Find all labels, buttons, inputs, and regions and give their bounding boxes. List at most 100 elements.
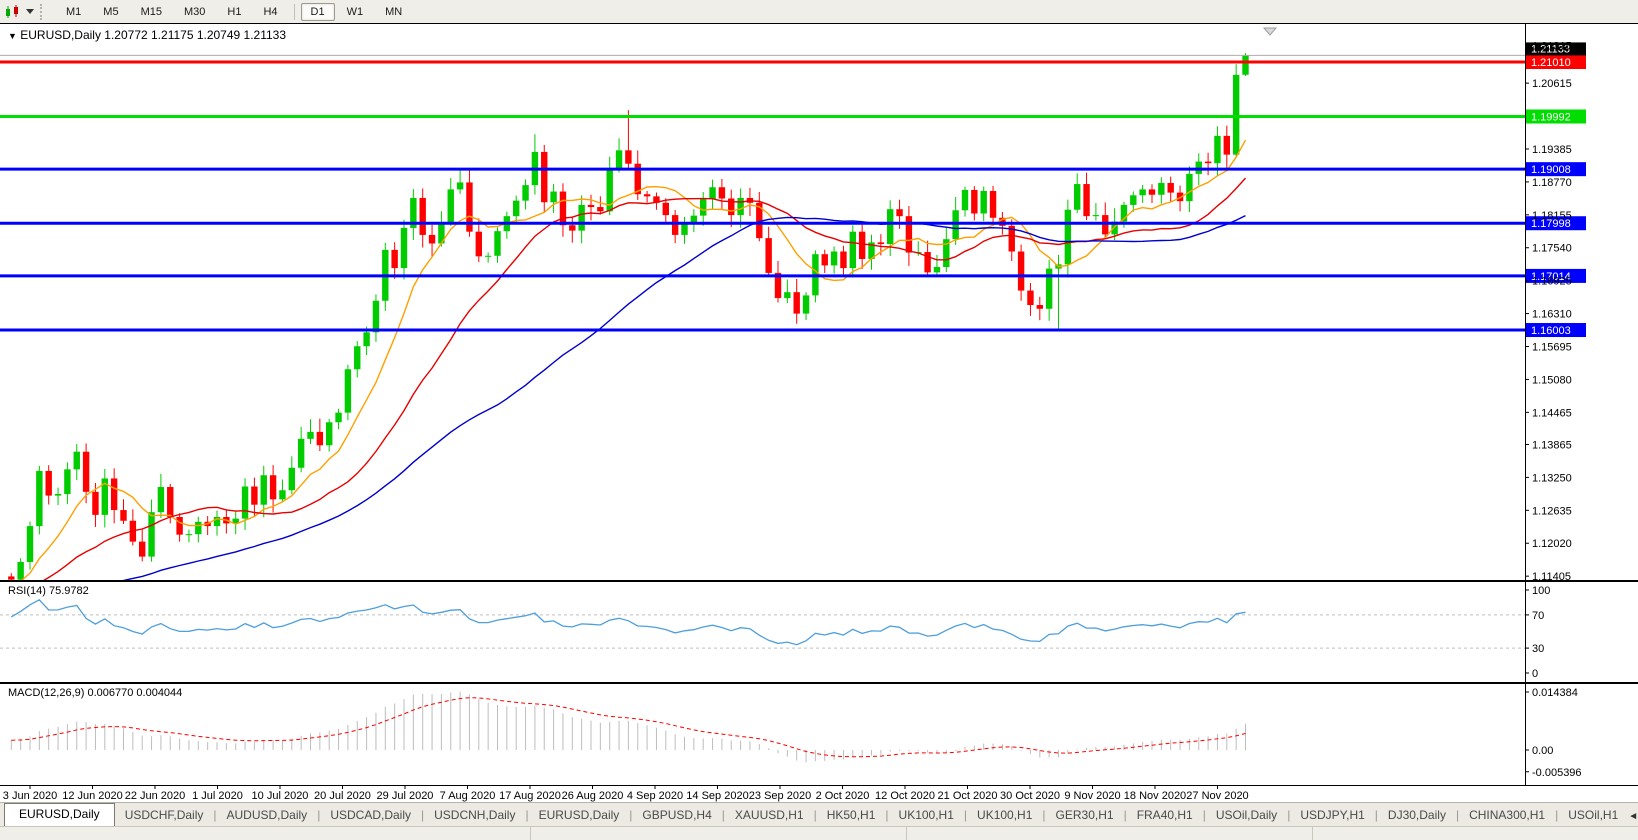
candle-body <box>662 202 669 216</box>
timeframe-button-h1[interactable]: H1 <box>227 5 242 18</box>
candle <box>176 513 183 542</box>
rsi-tick-label: 70 <box>1532 610 1544 622</box>
candle <box>326 419 333 452</box>
macd-histogram-bar <box>721 738 723 750</box>
candle-body <box>606 167 613 212</box>
level-price-label: 1.16003 <box>1531 325 1571 337</box>
candle-body <box>943 239 950 268</box>
candle <box>297 426 305 473</box>
toolbar-drag-handle[interactable] <box>40 3 45 20</box>
chart-tab-china300-h1[interactable]: CHINA300,H1 <box>1469 808 1546 822</box>
chart-tab-usdcad-daily[interactable]: USDCAD,Daily <box>330 808 411 822</box>
candle <box>438 211 445 247</box>
chart-shift-marker-icon[interactable] <box>1262 27 1278 36</box>
candle <box>700 192 707 226</box>
timeframe-button-d1[interactable]: D1 <box>300 2 335 21</box>
macd-histogram-bar <box>842 750 844 760</box>
candle <box>288 456 295 495</box>
chart-tab-hk50-h1[interactable]: HK50,H1 <box>826 808 876 822</box>
axis-tick-label: 1.18155 <box>1532 210 1572 222</box>
macd-histogram-bar <box>487 702 489 750</box>
timeframe-button-m1[interactable]: M1 <box>66 5 82 18</box>
candle <box>1148 184 1156 204</box>
candle-body <box>597 207 604 212</box>
macd-histogram-bar <box>1179 739 1181 750</box>
chart-tab-uk100-h1[interactable]: UK100,H1 <box>977 808 1033 822</box>
macd-histogram-bar <box>281 739 283 750</box>
candle-body <box>297 438 305 468</box>
level-price-box <box>1526 55 1586 69</box>
ma-line-20 <box>43 177 1247 580</box>
chart-tab-uk100-h1[interactable]: UK100,H1 <box>898 808 954 822</box>
macd-histogram-bar <box>225 743 227 750</box>
chart-tab-ger30-h1[interactable]: GER30,H1 <box>1055 808 1114 822</box>
candle-body <box>372 300 380 333</box>
chart-tab-gbpusd-h4[interactable]: GBPUSD,H4 <box>642 808 712 822</box>
chart-tab-usoil-h1[interactable]: USOil,H1 <box>1568 808 1619 822</box>
macd-histogram-bar <box>627 720 629 750</box>
chart-tab-audusd-daily[interactable]: AUDUSD,Daily <box>226 808 308 822</box>
macd-histogram-bar <box>459 691 461 750</box>
candle <box>1017 244 1025 301</box>
chart-tab-dj30-daily[interactable]: DJ30,Daily <box>1387 808 1446 822</box>
macd-histogram-bar <box>1170 739 1172 750</box>
macd-histogram-bar <box>1058 750 1059 758</box>
timeframe-button-m5[interactable]: M5 <box>103 5 119 18</box>
candle-body <box>195 521 202 535</box>
chart-type-tool[interactable] <box>0 0 38 23</box>
axis-tick-label: 1.19385 <box>1532 144 1572 156</box>
candle <box>615 138 623 173</box>
candle-body <box>307 431 314 439</box>
candle-body <box>905 216 913 253</box>
chart-tab-eurusd-daily[interactable]: EURUSD,Daily <box>538 808 620 822</box>
candle-body <box>139 541 146 557</box>
candle <box>905 206 913 266</box>
tab-scroll-left-icon[interactable]: ◄ <box>1628 811 1638 822</box>
candle-body <box>980 191 987 214</box>
candle <box>662 198 669 223</box>
candle-body <box>709 187 716 200</box>
chart-area[interactable]: 1.21010 1.19992 1.19008 1.17998 1.17014 1.160… <box>0 23 1638 802</box>
candle <box>344 364 352 421</box>
macd-histogram-bar <box>328 730 330 750</box>
candle-body <box>653 196 660 203</box>
candle-body <box>26 526 34 562</box>
candle-body <box>391 249 398 269</box>
macd-histogram-bar <box>899 749 901 751</box>
timeframe-button-mn[interactable]: MN <box>385 5 403 18</box>
chart-tab-usdjpy-h1[interactable]: USDJPY,H1 <box>1300 808 1365 822</box>
candle-body <box>587 204 595 208</box>
timeframe-button-m15[interactable]: M15 <box>140 5 162 18</box>
chart-tab-eurusd-daily[interactable]: EURUSD,Daily <box>4 803 115 826</box>
chart-tab-usdchf-daily[interactable]: USDCHF,Daily <box>124 808 204 822</box>
chart-tab-usdcnh-daily[interactable]: USDCNH,Daily <box>434 808 516 822</box>
timeframe-button-m30[interactable]: M30 <box>183 5 206 18</box>
macd-histogram-bar <box>263 740 265 750</box>
macd-histogram-bar <box>151 736 153 750</box>
candle <box>718 179 726 210</box>
candle <box>8 573 15 580</box>
chart-symbol-label: EURUSD,Daily <box>20 28 101 42</box>
chart-tab-xauusd-h1[interactable]: XAUUSD,H1 <box>734 808 804 822</box>
candle <box>1186 166 1193 212</box>
axis-tick-label: 1.13250 <box>1532 472 1572 484</box>
chart-canvas[interactable]: 1.21010 1.19992 1.19008 1.17998 1.17014 1.160… <box>0 23 1638 802</box>
candle-body <box>475 231 482 257</box>
tab-separator: | <box>1202 808 1206 822</box>
macd-histogram-bar <box>375 712 377 750</box>
candle-body <box>260 475 267 505</box>
candle <box>830 246 838 274</box>
date-tick-label: 3 Jun 2020 <box>3 790 57 802</box>
macd-histogram-bar <box>973 745 975 750</box>
candle <box>980 186 987 222</box>
chart-tab-fra40-h1[interactable]: FRA40,H1 <box>1136 808 1193 822</box>
macd-histogram-bar <box>637 723 639 750</box>
candle <box>653 192 660 210</box>
candle-body <box>279 490 286 500</box>
timeframe-button-w1[interactable]: W1 <box>346 5 364 18</box>
candle <box>569 216 576 243</box>
timeframe-button-h4[interactable]: H4 <box>263 5 278 18</box>
collapse-icon[interactable]: ▼ <box>8 31 17 41</box>
candle <box>391 242 398 279</box>
chart-tab-usoil-daily[interactable]: USOil,Daily <box>1215 808 1278 822</box>
